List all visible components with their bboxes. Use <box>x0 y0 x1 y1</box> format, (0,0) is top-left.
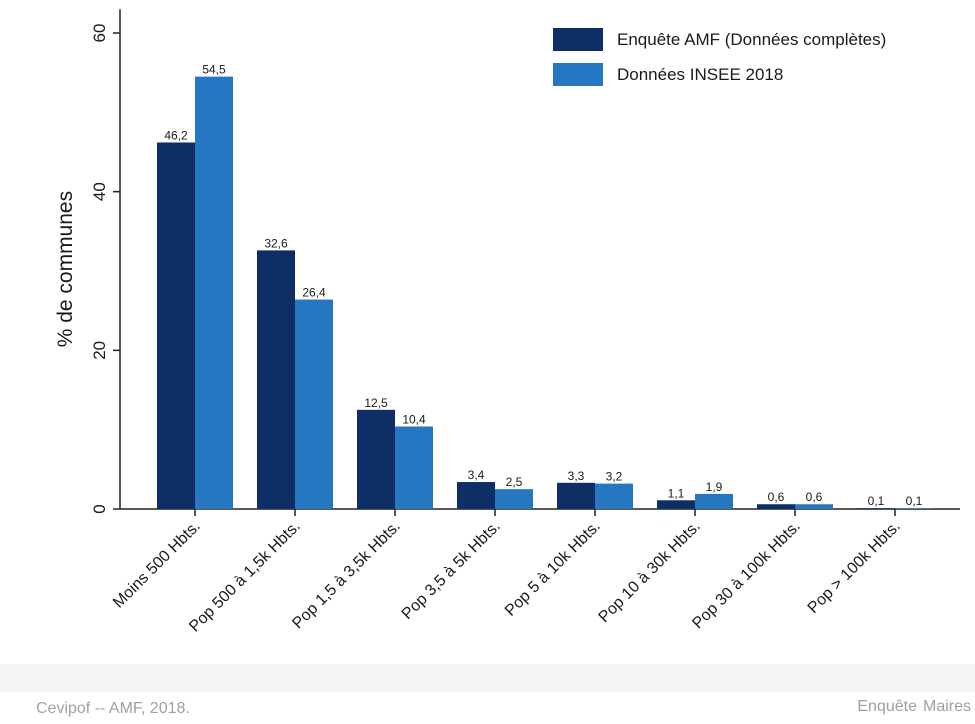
bar <box>357 409 395 509</box>
data-label: 0,6 <box>806 490 823 504</box>
data-label: 12,5 <box>364 396 388 410</box>
bar <box>195 76 233 509</box>
data-label: 54,5 <box>202 63 226 77</box>
bar <box>157 142 195 510</box>
bar <box>395 426 433 509</box>
data-label: 0,1 <box>906 494 923 508</box>
x-tick-label: Moins 500 Hbts. <box>110 518 204 612</box>
footer-source: Cevipof -- AMF, 2018. <box>36 700 190 717</box>
bar <box>695 493 733 509</box>
bar <box>757 504 795 509</box>
data-label: 3,4 <box>468 468 485 482</box>
data-label: 0,6 <box>768 490 785 504</box>
data-label: 32,6 <box>264 236 288 250</box>
x-tick-label: Pop > 100k Hbts. <box>805 518 904 617</box>
data-label: 3,2 <box>606 470 623 484</box>
data-label: 1,9 <box>706 480 723 494</box>
x-tick-label: Pop 1,5 à 3,5k Hbts. <box>289 518 404 633</box>
bar <box>857 508 895 510</box>
footer-band <box>0 664 975 692</box>
bar <box>595 483 633 509</box>
x-tick-labels: Moins 500 Hbts.Pop 500 à 1,5k Hbts.Pop 1… <box>110 518 904 636</box>
chart-bars <box>157 76 933 510</box>
data-label: 26,4 <box>302 286 326 300</box>
bar <box>795 504 833 509</box>
y-tick-label: 0 <box>90 504 109 513</box>
legend-label: Données INSEE 2018 <box>617 65 783 84</box>
legend-swatch <box>553 28 603 51</box>
data-label: 2,5 <box>506 475 523 489</box>
x-tick-label: Pop 3,5 à 5k Hbts. <box>399 518 504 623</box>
data-label: 10,4 <box>402 412 426 426</box>
bar <box>895 508 933 510</box>
footer-title-word-2: Maires <box>922 698 971 715</box>
y-axis-label: % de communes <box>54 191 77 347</box>
legend-label: Enquête AMF (Données complètes) <box>617 30 886 49</box>
y-tick-label: 60 <box>90 24 109 43</box>
x-tick-label: Pop 5 à 10k Hbts. <box>502 518 604 620</box>
bar <box>557 482 595 509</box>
data-label: 3,3 <box>568 469 585 483</box>
footer-title: Enquête Maires <box>857 698 971 716</box>
y-tick-label: 20 <box>90 341 109 360</box>
chart-legend: Enquête AMF (Données complètes) Données I… <box>553 28 886 86</box>
bar-chart: 46,2 54,5 32,6 26,4 12,5 10,4 3,4 2,5 3,3 3,2 1,1 1… <box>54 9 960 636</box>
bar <box>257 250 295 509</box>
bar <box>295 299 333 509</box>
bar <box>657 500 695 509</box>
data-label: 1,1 <box>668 486 685 500</box>
data-label: 46,2 <box>164 128 188 142</box>
x-tick-label: Pop 500 à 1,5k Hbts. <box>186 518 304 636</box>
bar <box>457 482 495 509</box>
chart-data-labels: 46,2 54,5 32,6 26,4 12,5 10,4 3,4 2,5 3,3 3,2 1,1 1… <box>164 63 922 509</box>
bar <box>495 489 533 509</box>
chart-axes <box>113 9 960 516</box>
x-tick-label: Pop 30 à 100k Hbts. <box>689 518 804 633</box>
y-tick-label: 40 <box>90 182 109 201</box>
footer-title-word-1: Enquête <box>857 698 917 715</box>
x-tick-label: Pop 10 à 30k Hbts. <box>596 518 704 626</box>
y-tick-labels: 0 20 40 60 <box>90 24 109 514</box>
data-label: 0,1 <box>868 494 885 508</box>
legend-swatch <box>553 63 603 86</box>
